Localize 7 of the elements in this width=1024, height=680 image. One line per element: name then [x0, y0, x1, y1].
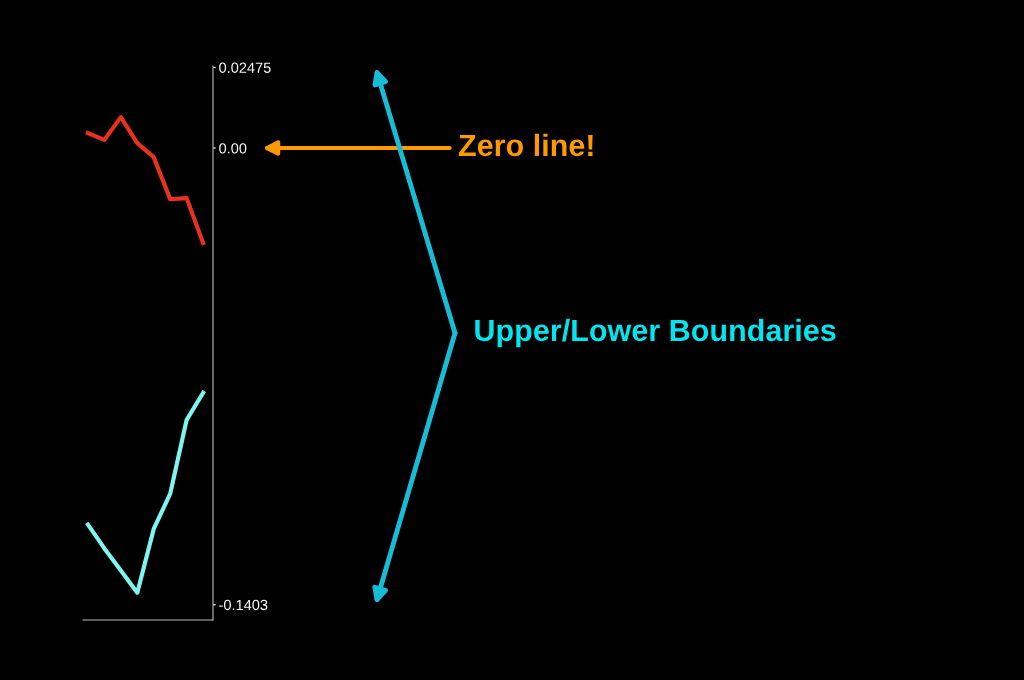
text: Zero line! — [458, 133, 593, 157]
text: Upper/Lower Boundaries — [475, 318, 836, 348]
y-tick-label: 0.00 — [219, 143, 247, 154]
line-series — [85, 390, 206, 595]
line-series — [85, 115, 206, 246]
y-tick-label: -0.1403 — [219, 599, 268, 611]
y-tick-label: 0.02475 — [219, 62, 271, 73]
